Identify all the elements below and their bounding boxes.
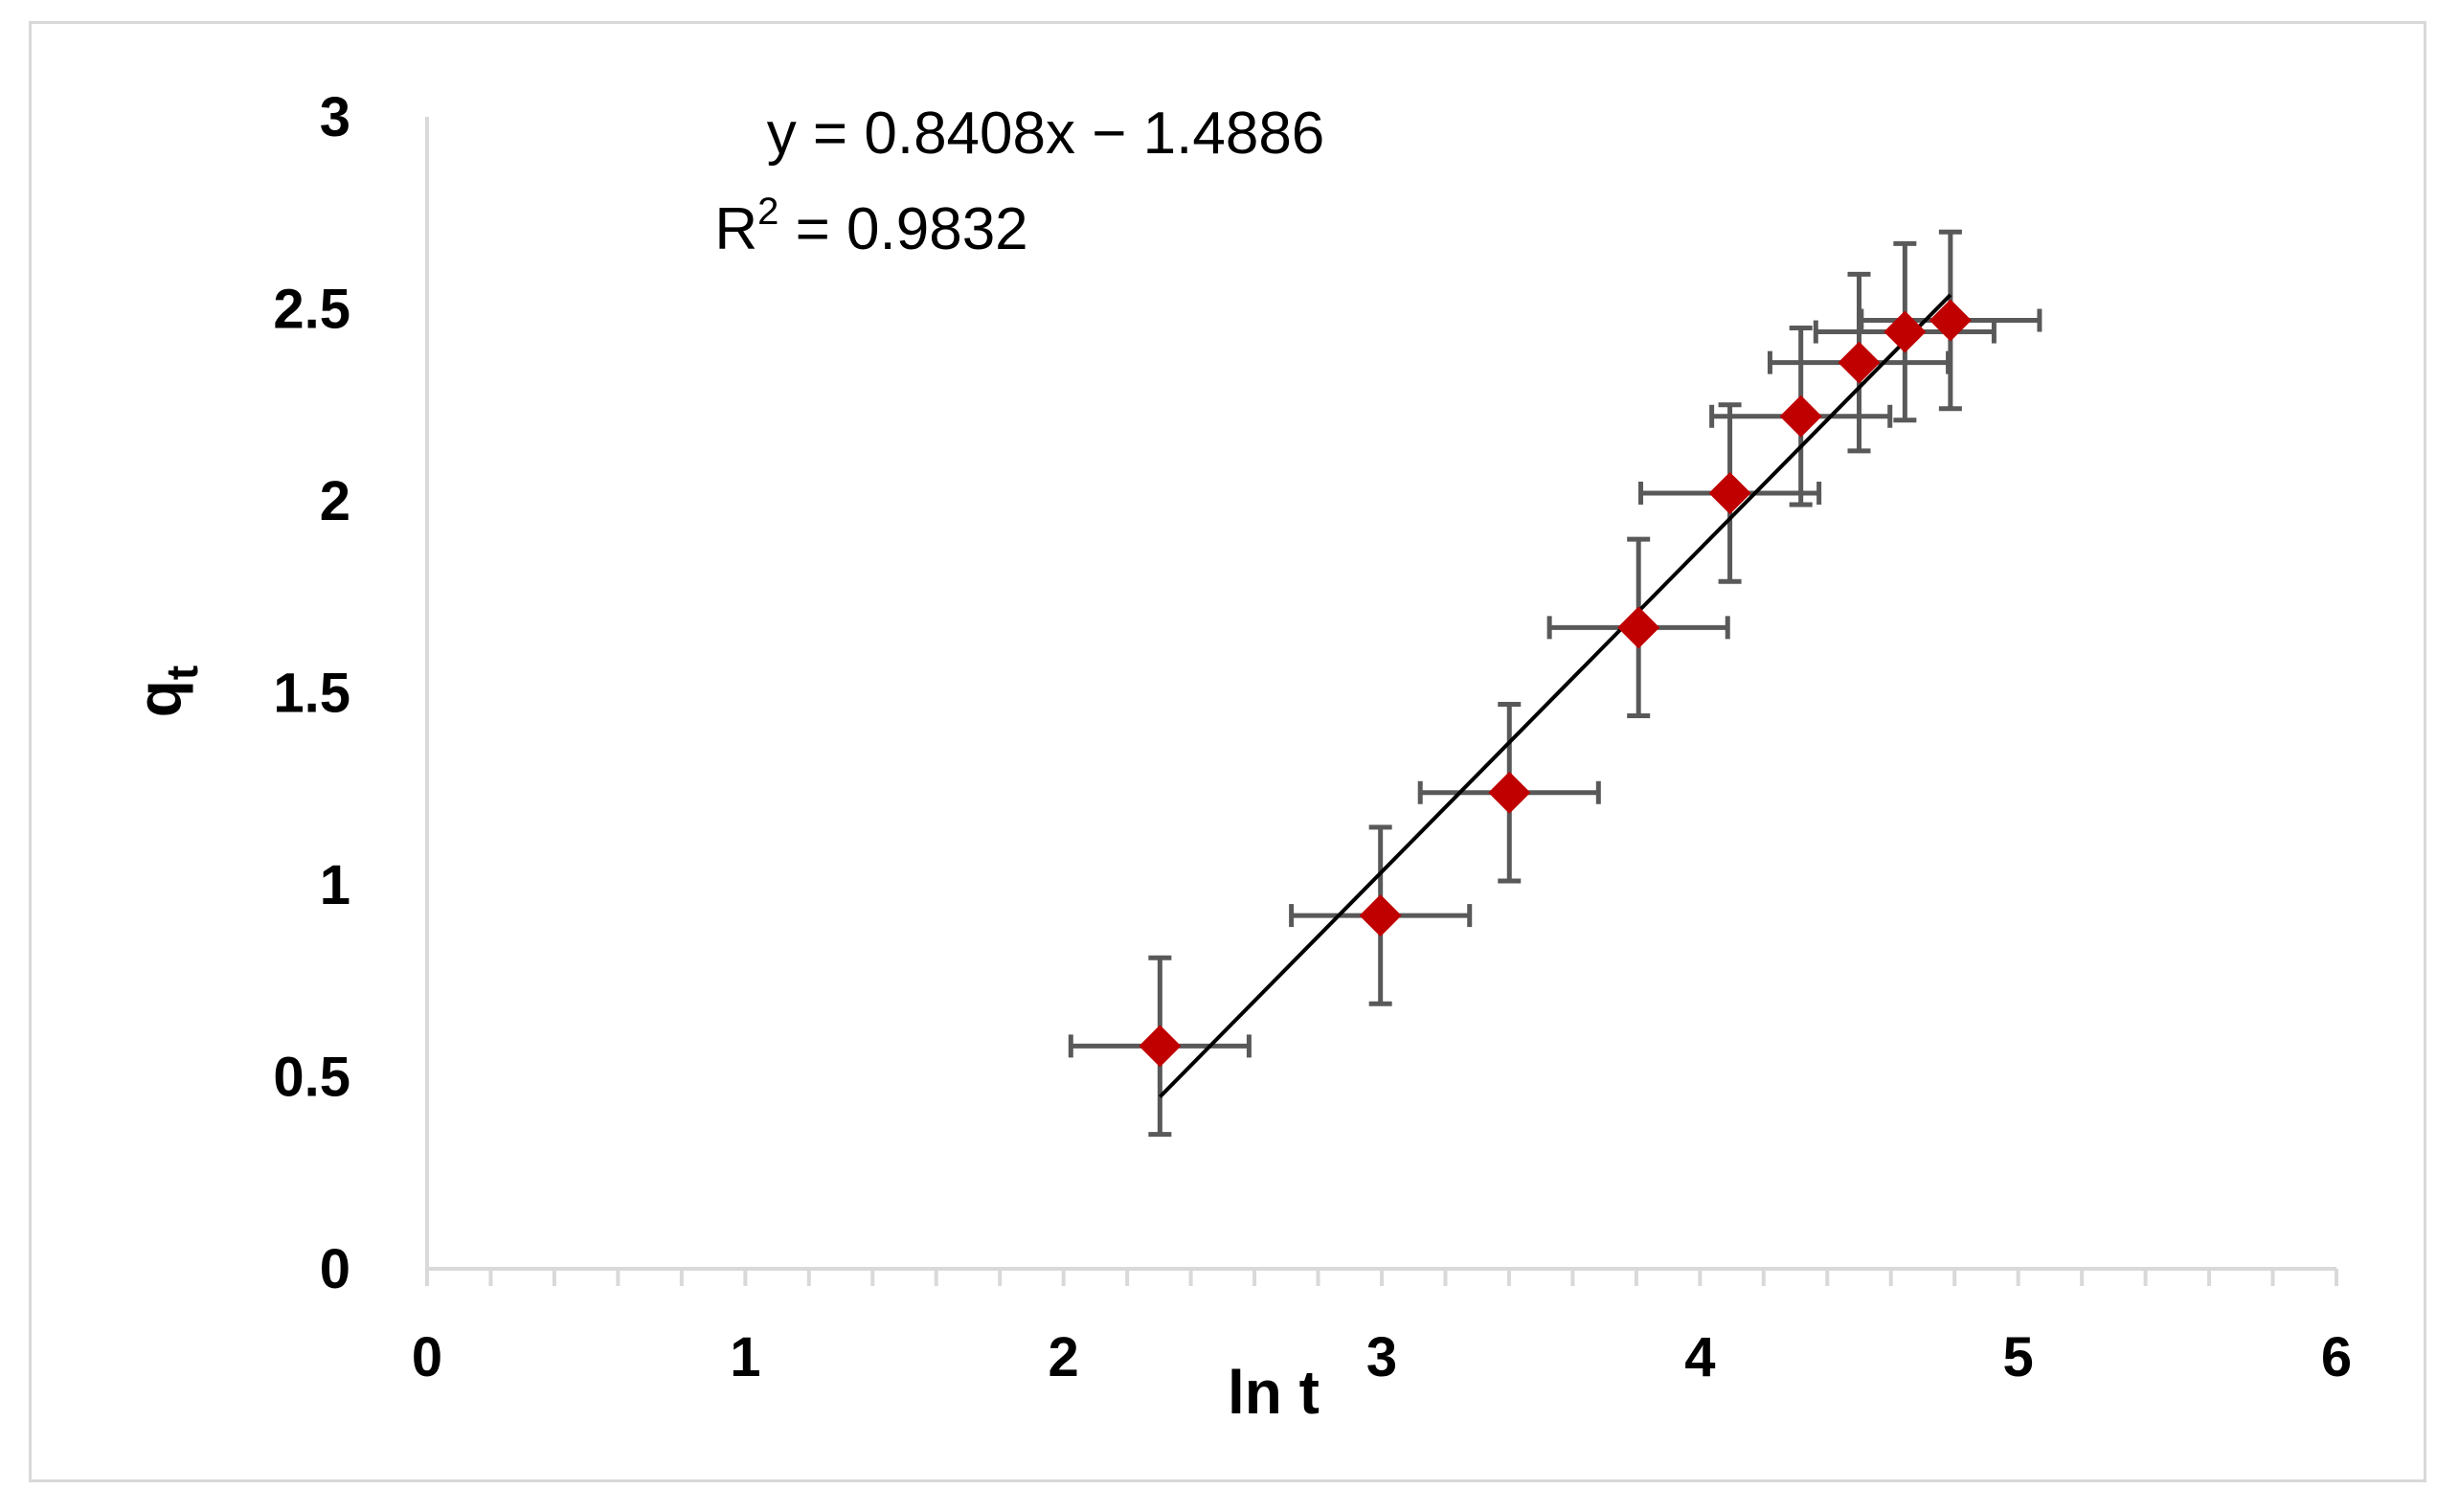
- y-tick-label: 1.5: [273, 663, 350, 725]
- r-squared-superscript: 2: [757, 191, 778, 233]
- x-tick-label: 0: [412, 1326, 442, 1388]
- x-tick-label: 2: [1049, 1326, 1079, 1388]
- trendline: [1158, 293, 1952, 1098]
- x-tick-label: 5: [2003, 1326, 2034, 1388]
- trendline-equation: y = 0.8408x − 1.4886: [767, 101, 1325, 167]
- r-squared-value: = 0.9832: [778, 196, 1027, 262]
- data-points: [1139, 299, 1972, 1068]
- x-tick-label: 6: [2321, 1326, 2352, 1388]
- axes: [425, 117, 2338, 1286]
- r-squared-prefix: R: [714, 196, 757, 262]
- x-tick-label: 4: [1684, 1326, 1715, 1388]
- data-point: [1838, 341, 1881, 384]
- x-tick-label: 3: [1366, 1326, 1397, 1388]
- data-point: [1488, 771, 1531, 814]
- r-squared-label: R2 = 0.9832: [714, 191, 1027, 262]
- data-point: [1779, 395, 1822, 438]
- y-tick-label: 3: [320, 86, 350, 148]
- y-axis-title: qt: [124, 666, 207, 717]
- y-tick-label: 2.5: [273, 279, 350, 341]
- error-bars: [1068, 229, 2042, 1138]
- data-point: [1139, 1025, 1182, 1068]
- y-tick-label: 1: [320, 854, 350, 916]
- y-tick-label: 0.5: [273, 1047, 350, 1109]
- trendline-layer: [1158, 293, 1952, 1098]
- y-axis-title-subscript: t: [157, 666, 207, 680]
- y-tick-label: 2: [320, 470, 350, 532]
- data-point: [1708, 471, 1751, 514]
- data-point: [1359, 894, 1402, 937]
- y-tick-label: 0: [320, 1238, 350, 1300]
- data-point: [1884, 310, 1927, 353]
- x-tick-label: 1: [730, 1326, 760, 1388]
- data-point: [1929, 299, 1972, 342]
- tick-labels: 0 1 2 3 4 5 6 0 0.5 1 1.5 2 2.5 3: [273, 86, 2352, 1388]
- y-axis-title-main: q: [124, 680, 193, 717]
- x-axis-title: ln t: [1228, 1358, 1320, 1427]
- data-point: [1617, 606, 1660, 649]
